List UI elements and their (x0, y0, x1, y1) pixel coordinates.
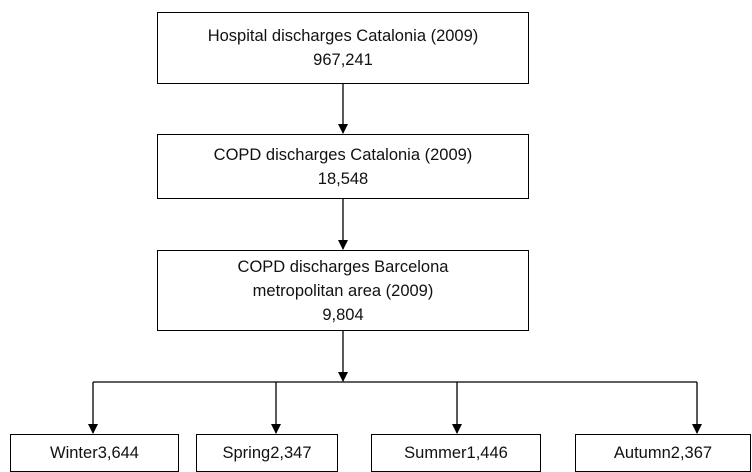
season-box: Summer 1,446 (371, 434, 541, 472)
node-box: COPD discharges Catalonia (2009) 18,548 (157, 134, 529, 199)
season-box: Spring 2,347 (196, 434, 338, 472)
season-box: Winter 3,644 (10, 434, 179, 472)
season-label: Autumn (613, 443, 671, 462)
node-box: COPD discharges Barcelona metropolitan a… (157, 250, 529, 331)
node-count: 18,548 (317, 169, 369, 188)
node-label: COPD discharges Catalonia (2009) (213, 145, 473, 164)
season-label: Summer (404, 443, 467, 462)
node-count: 9,804 (322, 305, 364, 324)
node-label: Hospital discharges Catalonia (2009) (207, 27, 479, 45)
season-count: 2,367 (670, 443, 713, 462)
season-label: Spring (222, 443, 271, 462)
node-count: 967,241 (313, 51, 373, 69)
season-count: 1,446 (466, 443, 508, 462)
node-label: COPD discharges Barcelona metropolitan a… (237, 257, 449, 300)
season-count: 2,347 (270, 443, 312, 462)
node-box: Hospital discharges Catalonia (2009) 967… (157, 12, 529, 84)
season-label: Winter (50, 443, 98, 462)
season-count: 3,644 (97, 443, 139, 462)
season-box: Autumn 2,367 (575, 434, 751, 472)
